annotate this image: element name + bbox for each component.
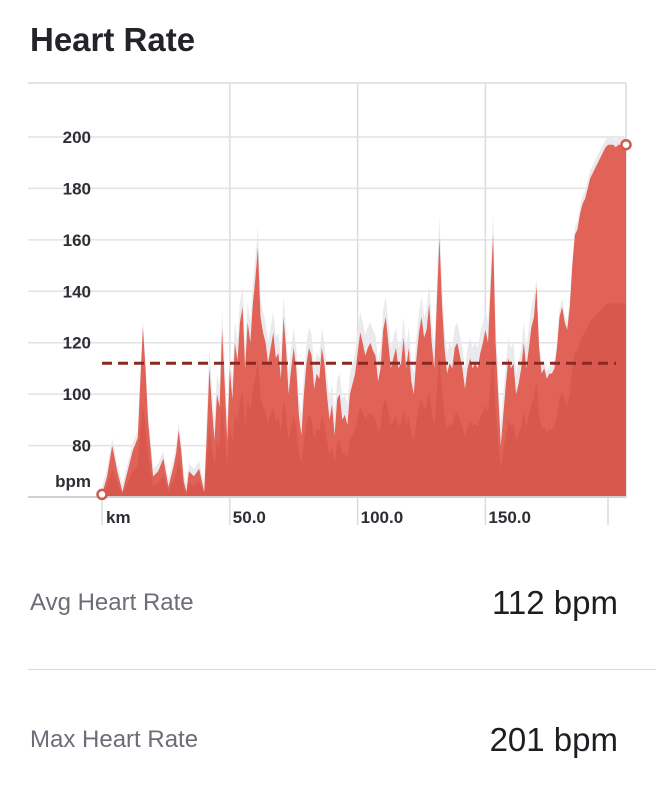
heart-rate-area [102,144,626,497]
y-tick-label: 140 [63,282,91,301]
avg-heart-rate-value: 112 bpm [492,584,618,621]
end-marker [620,138,632,151]
x-unit-label: km [106,508,131,527]
y-tick-label: 180 [63,179,91,198]
y-tick-label: 120 [63,334,91,353]
max-heart-rate-value: 201 bpm [489,721,618,758]
divider [28,669,656,670]
y-tick-label: 160 [63,231,91,250]
avg-heart-rate-label: Avg Heart Rate [30,589,194,616]
avg-heart-rate-row: Avg Heart Rate 112 bpm [30,573,618,633]
y-unit-label: bpm [55,472,91,491]
x-tick-label: 150.0 [488,508,531,527]
max-heart-rate-label: Max Heart Rate [30,726,199,753]
start-marker [96,488,108,501]
x-tick-label: 50.0 [233,508,266,527]
y-tick-label: 100 [63,385,91,404]
x-tick-label: 100.0 [361,508,404,527]
y-tick-label: 200 [63,128,91,147]
heart-rate-area-shadow [102,303,626,497]
max-heart-rate-row: Max Heart Rate 201 bpm [30,710,618,770]
chart-title: Heart Rate [30,21,196,58]
y-tick-label: 80 [72,437,91,456]
